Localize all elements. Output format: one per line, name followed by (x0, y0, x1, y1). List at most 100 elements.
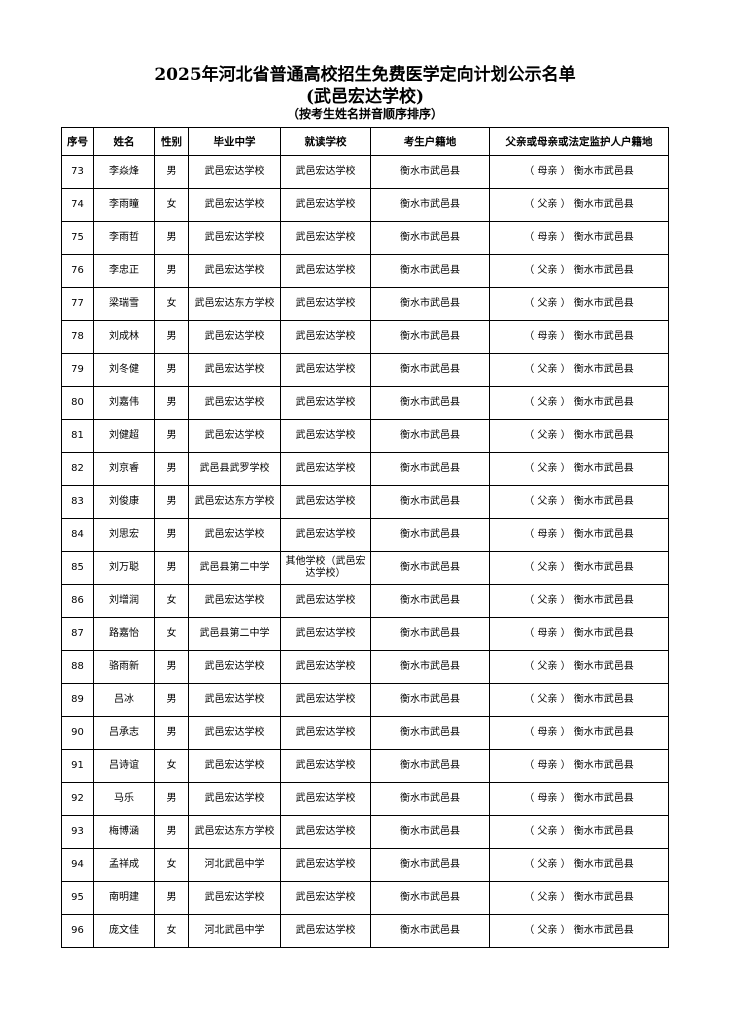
cell-name: 路嘉怡 (93, 617, 155, 651)
cell-index: 89 (61, 683, 94, 717)
cell-current-school: 武邑宏达学校 (280, 683, 371, 717)
cell-household: 衡水市武邑县 (370, 881, 490, 915)
cell-name: 刘增润 (93, 584, 155, 618)
cell-current-school: 武邑宏达学校 (280, 617, 371, 651)
cell-household: 衡水市武邑县 (370, 716, 490, 750)
cell-household: 衡水市武邑县 (370, 551, 490, 585)
cell-graduated-school: 武邑宏达学校 (188, 881, 281, 915)
cell-gender: 女 (154, 848, 189, 882)
cell-guardian-household: （ 母亲 ） 衡水市武邑县 (489, 518, 669, 552)
cell-graduated-school: 武邑宏达东方学校 (188, 485, 281, 519)
cell-guardian-household: （ 父亲 ） 衡水市武邑县 (489, 848, 669, 882)
cell-name: 刘健超 (93, 419, 155, 453)
table-row: 95 南明建男武邑宏达学校 武邑宏达学校 衡水市武邑县（ 父亲 ） 衡水市武邑县 (61, 881, 669, 915)
cell-gender: 男 (154, 221, 189, 255)
cell-name: 南明建 (93, 881, 155, 915)
cell-household: 衡水市武邑县 (370, 914, 490, 948)
cell-name: 梅博涵 (93, 815, 155, 849)
cell-current-school: 武邑宏达学校 (280, 287, 371, 321)
cell-graduated-school: 武邑宏达学校 (188, 683, 281, 717)
cell-name: 刘冬健 (93, 353, 155, 387)
cell-graduated-school: 武邑宏达学校 (188, 749, 281, 783)
table-row: 75 李雨哲男武邑宏达学校 武邑宏达学校 衡水市武邑县（ 母亲 ） 衡水市武邑县 (61, 221, 669, 255)
table-row: 76 李忠正男武邑宏达学校 武邑宏达学校 衡水市武邑县（ 父亲 ） 衡水市武邑县 (61, 254, 669, 288)
cell-index: 84 (61, 518, 94, 552)
col-header-guardian-household: 父亲或母亲或法定监护人户籍地 (489, 127, 669, 156)
table-row: 91 吕诗谊女武邑宏达学校 武邑宏达学校 衡水市武邑县（ 母亲 ） 衡水市武邑县 (61, 749, 669, 783)
cell-household: 衡水市武邑县 (370, 419, 490, 453)
cell-household: 衡水市武邑县 (370, 518, 490, 552)
table-row: 79 刘冬健男武邑宏达学校 武邑宏达学校 衡水市武邑县（ 父亲 ） 衡水市武邑县 (61, 353, 669, 387)
cell-index: 76 (61, 254, 94, 288)
cell-gender: 男 (154, 254, 189, 288)
cell-current-school: 武邑宏达学校 (280, 716, 371, 750)
cell-index: 91 (61, 749, 94, 783)
table-row: 89 吕冰男武邑宏达学校 武邑宏达学校 衡水市武邑县（ 父亲 ） 衡水市武邑县 (61, 683, 669, 717)
col-header-index: 序号 (61, 127, 94, 156)
cell-graduated-school: 武邑宏达学校 (188, 518, 281, 552)
col-header-name: 姓名 (93, 127, 155, 156)
cell-household: 衡水市武邑县 (370, 287, 490, 321)
cell-current-school: 武邑宏达学校 (280, 155, 371, 189)
cell-graduated-school: 武邑宏达学校 (188, 716, 281, 750)
roster-table: 序号 姓名 性别 毕业中学 就读学校 考生户籍地 父亲或母亲或法定监护人户籍地 … (61, 127, 669, 948)
cell-graduated-school: 武邑宏达东方学校 (188, 815, 281, 849)
table-row: 93 梅博涵男武邑宏达东方学校 武邑宏达学校 衡水市武邑县（ 父亲 ） 衡水市武邑县 (61, 815, 669, 849)
cell-current-school: 武邑宏达学校 (280, 452, 371, 486)
cell-current-school: 武邑宏达学校 (280, 221, 371, 255)
cell-graduated-school: 武邑宏达学校 (188, 782, 281, 816)
cell-name: 李雨瞳 (93, 188, 155, 222)
cell-guardian-household: （ 父亲 ） 衡水市武邑县 (489, 452, 669, 486)
cell-graduated-school: 武邑宏达学校 (188, 584, 281, 618)
cell-gender: 男 (154, 650, 189, 684)
table-row: 74 李雨瞳女武邑宏达学校 武邑宏达学校 衡水市武邑县（ 父亲 ） 衡水市武邑县 (61, 188, 669, 222)
cell-guardian-household: （ 父亲 ） 衡水市武邑县 (489, 650, 669, 684)
cell-guardian-household: （ 母亲 ） 衡水市武邑县 (489, 155, 669, 189)
cell-index: 85 (61, 551, 94, 585)
cell-household: 衡水市武邑县 (370, 155, 490, 189)
cell-index: 80 (61, 386, 94, 420)
cell-guardian-household: （ 母亲 ） 衡水市武邑县 (489, 221, 669, 255)
cell-index: 77 (61, 287, 94, 321)
col-header-gender: 性别 (154, 127, 189, 156)
cell-index: 75 (61, 221, 94, 255)
cell-gender: 女 (154, 617, 189, 651)
page-title: 2025年河北省普通高校招生免费医学定向计划公示名单 (154, 65, 576, 85)
cell-name: 马乐 (93, 782, 155, 816)
cell-guardian-household: （ 父亲 ） 衡水市武邑县 (489, 287, 669, 321)
cell-guardian-household: （ 父亲 ） 衡水市武邑县 (489, 914, 669, 948)
table-row: 73 李焱烽男武邑宏达学校 武邑宏达学校 衡水市武邑县（ 母亲 ） 衡水市武邑县 (61, 155, 669, 189)
cell-guardian-household: （ 父亲 ） 衡水市武邑县 (489, 419, 669, 453)
cell-gender: 男 (154, 419, 189, 453)
cell-index: 96 (61, 914, 94, 948)
cell-current-school: 武邑宏达学校 (280, 848, 371, 882)
cell-guardian-household: （ 父亲 ） 衡水市武邑县 (489, 353, 669, 387)
cell-name: 梁瑞雪 (93, 287, 155, 321)
cell-index: 86 (61, 584, 94, 618)
col-header-household: 考生户籍地 (370, 127, 490, 156)
cell-name: 刘成林 (93, 320, 155, 354)
cell-graduated-school: 武邑宏达学校 (188, 221, 281, 255)
cell-guardian-household: （ 父亲 ） 衡水市武邑县 (489, 683, 669, 717)
cell-current-school: 武邑宏达学校 (280, 914, 371, 948)
cell-name: 庞文佳 (93, 914, 155, 948)
cell-current-school: 武邑宏达学校 (280, 419, 371, 453)
cell-name: 刘嘉伟 (93, 386, 155, 420)
cell-current-school: 武邑宏达学校 (280, 188, 371, 222)
cell-household: 衡水市武邑县 (370, 188, 490, 222)
table-row: 83 刘俊康男武邑宏达东方学校 武邑宏达学校 衡水市武邑县（ 父亲 ） 衡水市武邑县 (61, 485, 669, 519)
table-row: 90 吕承志男武邑宏达学校 武邑宏达学校 衡水市武邑县（ 母亲 ） 衡水市武邑县 (61, 716, 669, 750)
cell-gender: 男 (154, 551, 189, 585)
cell-guardian-household: （ 父亲 ） 衡水市武邑县 (489, 188, 669, 222)
col-header-current-school: 就读学校 (280, 127, 371, 156)
cell-current-school: 武邑宏达学校 (280, 584, 371, 618)
cell-index: 78 (61, 320, 94, 354)
cell-graduated-school: 武邑宏达学校 (188, 155, 281, 189)
cell-graduated-school: 武邑宏达学校 (188, 419, 281, 453)
cell-gender: 女 (154, 749, 189, 783)
cell-graduated-school: 武邑县第二中学 (188, 617, 281, 651)
table-row: 94 孟祥成女河北武邑中学 武邑宏达学校 衡水市武邑县（ 父亲 ） 衡水市武邑县 (61, 848, 669, 882)
cell-graduated-school: 武邑县第二中学 (188, 551, 281, 585)
cell-guardian-household: （ 母亲 ） 衡水市武邑县 (489, 716, 669, 750)
cell-index: 93 (61, 815, 94, 849)
